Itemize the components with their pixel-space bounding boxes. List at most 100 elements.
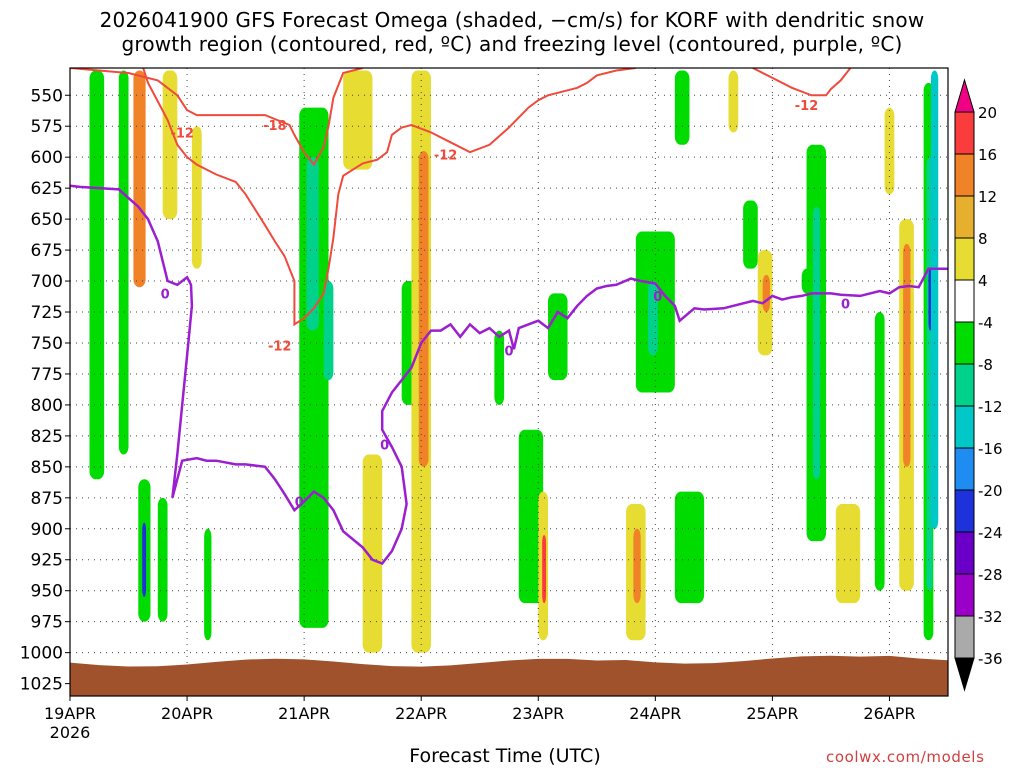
y-tick-label: 900 [31,520,63,540]
omega-region [418,150,429,467]
omega-region [743,200,758,269]
omega-region [674,70,690,145]
red-contour-lower-boundary [142,68,636,327]
omega-region [191,126,202,269]
omega-region [204,528,212,641]
omega-region [542,534,547,604]
colorbar-swatch [954,321,975,365]
contour-label-red: -12 [434,149,458,164]
y-tick-label: 650 [31,210,63,230]
red-contours [70,68,852,327]
colorbar-swatch [954,615,975,659]
red-contour-upper-boundary [70,68,363,167]
colorbar-label: 20 [978,104,997,122]
omega-region [89,70,105,480]
colorbar-swatch [954,237,975,281]
credit-text[interactable]: coolwx.com/models [826,748,985,766]
colorbar: -36 -32 -28 -24 -20 -16 -12 -8 -4 4 8 12 16 20 [954,78,1003,692]
colorbar-label: 12 [978,188,997,206]
y-tick-label: 625 [31,179,63,199]
omega-region [142,522,147,597]
omega-region [874,312,885,591]
colorbar-label: -28 [978,566,1003,584]
chart-title-line2: growth region (contoured, red, ºC) and f… [121,32,903,56]
plot-background [70,68,948,696]
omega-region [674,491,705,604]
y-tick-label: 550 [31,86,63,106]
y-tick-label: 975 [31,613,63,633]
omega-region [903,243,911,467]
colorbar-label: -16 [978,440,1003,458]
contour-label-purple: 0 [380,439,389,454]
colorbar-swatch [954,447,975,491]
contour-label-purple: 0 [841,297,850,312]
colorbar-label: 16 [978,146,997,164]
contour-label-red: -12 [268,339,292,354]
colorbar-swatch [954,405,975,449]
x-tick-label: 20APR [161,704,213,723]
colorbar-swatch [954,279,975,323]
chart-title-line1: 2026041900 GFS Forecast Omega (shaded, −… [99,8,925,32]
omega-region [728,70,739,133]
omega-region [162,70,178,220]
colorbar-swatch [954,195,975,239]
omega-region [362,454,383,653]
freezing-level-contour [70,184,948,566]
x-tick-label: 22APR [395,704,447,723]
y-tick-label: 600 [31,148,63,168]
omega-shading [89,70,939,653]
y-tick-label: 875 [31,489,63,509]
terrain-fill [70,655,948,696]
y-tick-label: 925 [31,551,63,571]
x-tick-label: 21APR [278,704,330,723]
red-contour-right-boundary [752,68,852,97]
omega-region [323,281,334,381]
colorbar-label: -32 [978,608,1003,626]
y-tick-label: 750 [31,334,63,354]
colorbar-swatch [954,489,975,533]
x-tick-label: 25APR [746,704,798,723]
y-tick-label: 725 [31,303,63,323]
colorbar-label: -20 [978,482,1003,500]
omega-region [633,528,641,604]
colorbar-swatch [954,111,975,155]
y-tick-label: 950 [31,582,63,602]
contour-label-red: -12 [795,99,819,114]
colorbar-swatch [954,363,975,407]
omega-region [648,281,658,356]
y-tick-label: 575 [31,117,63,137]
omega-region [494,330,505,405]
colorbar-label: -24 [978,524,1003,542]
colorbar-label: 8 [978,230,988,248]
contour-label-red: -18 [263,119,287,134]
contour-label-purple: 0 [295,495,304,510]
colorbar-top-arrow [954,78,975,113]
contour-label-red: -12 [170,126,194,141]
y-tick-label: 675 [31,241,63,261]
y-tick-label: 775 [31,365,63,385]
x-tick-sublabel: 2026 [50,723,91,742]
y-tick-label: 825 [31,427,63,447]
x-axis-label: Forecast Time (UTC) [409,745,601,767]
x-tick-label: 26APR [863,704,915,723]
colorbar-label: -12 [978,398,1003,416]
x-tick-label: 23APR [512,704,564,723]
contour-label-purple: 0 [161,287,170,302]
omega-region [812,206,821,480]
colorbar-swatch [954,531,975,575]
y-tick-label: 1000 [20,644,63,664]
omega-region [306,157,319,331]
omega-region [548,293,568,381]
contour-label-purple: 0 [653,290,662,305]
colorbar-bottom-arrow [954,657,975,692]
omega-region [884,107,895,195]
y-tick-label: 1025 [20,675,63,695]
y-tick-label: 700 [31,272,63,292]
plot-frame [69,67,949,697]
chart-title: 2026041900 GFS Forecast Omega (shaded, −… [0,8,1024,56]
colorbar-label: -8 [978,356,993,374]
omega-region [133,70,146,288]
colorbar-label: 4 [978,272,988,290]
